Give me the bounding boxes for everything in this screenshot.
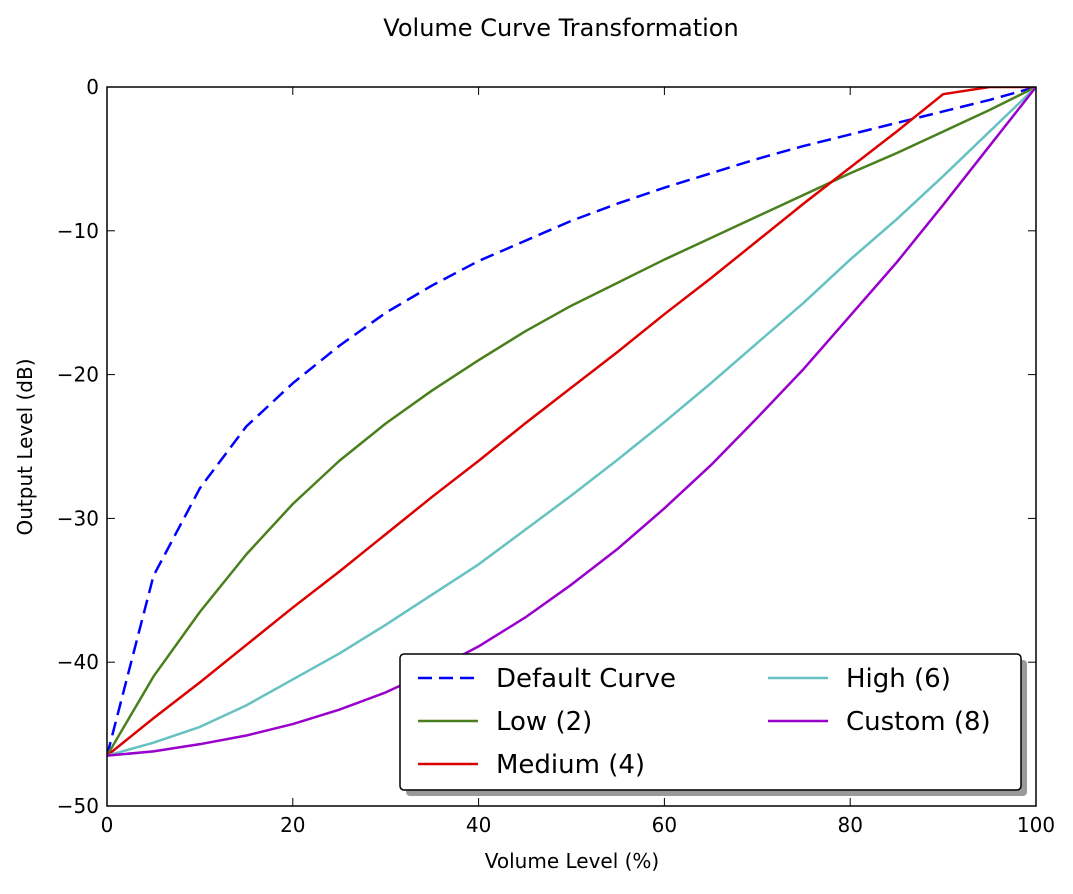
legend-item: Default Curve <box>418 664 676 694</box>
x-tick-label: 0 <box>101 813 114 837</box>
series-line-2 <box>107 87 1036 757</box>
chart-title: Volume Curve Transformation <box>383 14 738 42</box>
plot-area: 0 20 40 60 80 100 0 −10 −20 −30 −40 −50 Default Curv… <box>57 75 1055 837</box>
plot-frame <box>106 86 1037 807</box>
y-axis-label: Output Level (dB) <box>13 358 37 535</box>
x-tick-label: 60 <box>652 813 677 837</box>
legend-item: High (6) <box>768 664 951 694</box>
series-line-5 <box>107 87 1036 757</box>
legend-label: Default Curve <box>496 664 676 694</box>
y-tick-label: −40 <box>57 650 99 674</box>
legend-label: Custom (8) <box>846 707 991 737</box>
legend-item: Low (2) <box>418 707 592 737</box>
y-tick-label: −30 <box>57 506 99 530</box>
series-line-3 <box>107 87 1036 757</box>
legend: Default Curve Low (2) Medium (4) High (6) Cu… <box>399 653 1027 796</box>
legend-label: Medium (4) <box>496 750 645 780</box>
x-axis-label: Volume Level (%) <box>485 849 660 873</box>
x-tick-label: 20 <box>280 813 305 837</box>
x-tick-label: 80 <box>837 813 862 837</box>
legend-box <box>399 653 1022 791</box>
x-tick-label: 100 <box>1017 813 1055 837</box>
x-tick-label: 40 <box>466 813 491 837</box>
series-line-1 <box>107 87 1036 756</box>
y-tick-label: 0 <box>86 75 99 99</box>
y-tick-label: −20 <box>57 363 99 387</box>
legend-item: Medium (4) <box>418 750 645 780</box>
legend-label: Low (2) <box>496 707 592 737</box>
y-tick-label: −10 <box>57 219 99 243</box>
y-tick-label: −50 <box>57 794 99 818</box>
legend-item: Custom (8) <box>768 707 991 737</box>
legend-label: High (6) <box>846 664 951 694</box>
series-line-4 <box>107 87 1036 757</box>
series-lines <box>107 87 1036 757</box>
